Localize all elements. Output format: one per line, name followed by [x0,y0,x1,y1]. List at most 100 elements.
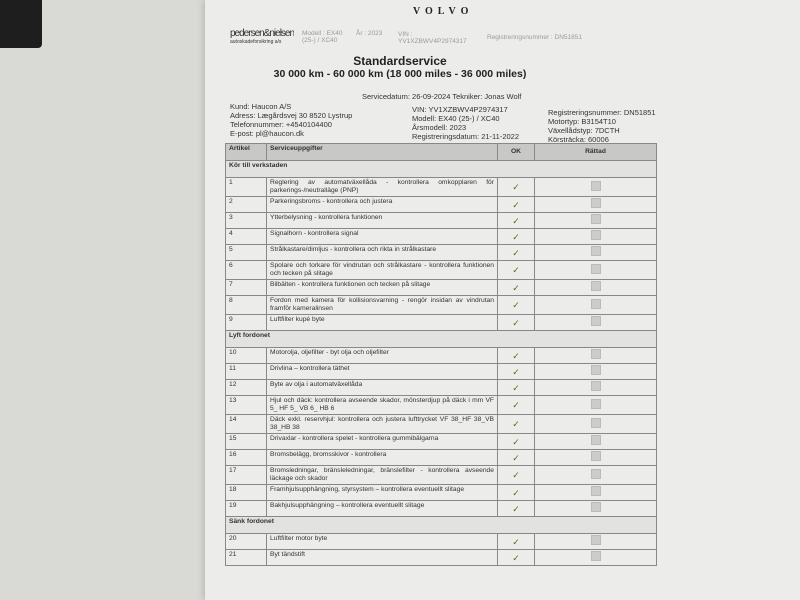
section-row: Sänk fordonet [225,516,657,534]
table-row: 15 Drivaxlar - kontrollera spelet - kont… [225,433,657,450]
item-number: 8 [225,295,267,315]
rattad-checkbox[interactable] [590,198,601,208]
rattad-checkbox[interactable] [590,381,601,391]
rattad-checkbox[interactable] [590,535,601,545]
item-number: 17 [225,465,267,485]
faint-vin: VIN : YV1XZBWV4P2974317 [398,31,467,45]
table-row: 1 Reglering av automatväxellåda - kontro… [225,177,657,197]
faint-year: År : 2023 [356,30,383,37]
item-number: 6 [225,260,267,280]
item-task: Parkeringsbroms - kontrollera och juster… [266,196,498,213]
item-task: Bromsbelägg, bromsskivor - kontrollera [266,449,498,466]
col-ok: OK [497,143,535,161]
ok-check-icon: ✓ [497,196,535,213]
rattad-checkbox[interactable] [590,417,601,428]
item-task: Luftfilter kupé byte [266,314,498,331]
table-row: 3 Ytterbelysning - kontrollera funktione… [225,212,657,229]
item-task: Bilbälten - kontrollera funktionen och t… [266,279,498,296]
item-number: 2 [225,196,267,213]
rattad-cell [534,279,657,296]
vehicle-info-2: Registreringsnummer: DN51851 Motortyp: B… [548,108,656,144]
table-row: 14 Däck exkl. reservhjul: kontrollera oc… [225,414,657,434]
item-number: 20 [225,533,267,550]
rattad-checkbox[interactable] [590,451,601,461]
customer-phone: Telefonnummer: +4540104400 [230,120,332,129]
item-task: Drivaxlar - kontrollera spelet - kontrol… [266,433,498,450]
item-number: 9 [225,314,267,331]
rattad-cell [534,449,657,466]
rattad-cell [534,295,657,315]
rattad-checkbox[interactable] [590,316,601,326]
rattad-cell [534,212,657,229]
item-number: 7 [225,279,267,296]
item-number: 14 [225,414,267,434]
table-row: 4 Signalhorn - kontrollera signal ✓ [225,228,657,245]
rattad-cell [534,414,657,434]
dealer-sub: autoskadeforsikring a/s [230,39,282,45]
ok-check-icon: ✓ [497,433,535,450]
vehicle-vin: VIN: YV1XZBWV4P2974317 [412,105,508,114]
rattad-checkbox[interactable] [590,214,601,224]
ok-check-icon: ✓ [497,549,535,566]
ok-check-icon: ✓ [497,295,535,315]
item-number: 5 [225,244,267,261]
ok-check-icon: ✓ [497,379,535,396]
rattad-checkbox[interactable] [590,281,601,291]
item-task: Hjul och däck: kontrollera avseende skad… [266,395,498,415]
col-artikel: Artikel [225,143,267,161]
table-row: 8 Fordon med kamera för kollisionsvarnin… [225,295,657,315]
item-number: 10 [225,347,267,364]
table-row: 21 Byt tändstift ✓ [225,549,657,566]
rattad-cell [534,347,657,364]
item-task: Signalhorn - kontrollera signal [266,228,498,245]
item-task: Ytterbelysning - kontrollera funktionen [266,212,498,229]
rattad-cell [534,533,657,550]
ok-check-icon: ✓ [497,279,535,296]
item-task: Bromsledningar, bränsleledningar, bränsl… [266,465,498,485]
table-row: 2 Parkeringsbroms - kontrollera och just… [225,196,657,213]
rattad-cell [534,500,657,517]
item-number: 19 [225,500,267,517]
ok-check-icon: ✓ [497,533,535,550]
ok-check-icon: ✓ [497,212,535,229]
rattad-checkbox[interactable] [590,263,601,274]
table-row: 10 Motorolja, oljefilter - byt olja och … [225,347,657,364]
customer-email: E-post: pl@haucon.dk [230,129,304,138]
item-task: Drivlina – kontrollera täthet [266,363,498,380]
dark-object [0,0,42,48]
rattad-checkbox[interactable] [590,349,601,359]
table-row: 12 Byte av olja i automatväxellåda ✓ [225,379,657,396]
table-row: 18 Framhjulsupphängning, styrsystem – ko… [225,484,657,501]
section-title: Sänk fordonet [225,516,657,534]
ok-check-icon: ✓ [497,314,535,331]
table-row: 7 Bilbälten - kontrollera funktionen och… [225,279,657,296]
col-rattad: Rättad [534,143,657,161]
rattad-cell [534,549,657,566]
rattad-checkbox[interactable] [590,246,601,256]
table-row: 5 Strålkastare/dimljus - kontrollera och… [225,244,657,261]
item-number: 15 [225,433,267,450]
rattad-checkbox[interactable] [590,180,601,191]
dealer-name: pedersen&nielsen [230,28,294,39]
rattad-checkbox[interactable] [590,502,601,512]
rattad-checkbox[interactable] [590,468,601,479]
section-row: Lyft fordonet [225,330,657,348]
table-row: 16 Bromsbelägg, bromsskivor - kontroller… [225,449,657,466]
rattad-checkbox[interactable] [590,435,601,445]
rattad-cell [534,395,657,415]
vehicle-regnr: Registreringsnummer: DN51851 [548,108,656,117]
page-subtitle: 30 000 km - 60 000 km (18 000 miles - 36… [273,68,527,80]
table-row: 19 Bakhjulsupphängning – kontrollera eve… [225,500,657,517]
rattad-checkbox[interactable] [590,365,601,375]
service-table: Artikel Serviceuppgifter OK Rättad Kör t… [225,143,657,566]
rattad-checkbox[interactable] [590,230,601,240]
rattad-cell [534,177,657,197]
table-row: 17 Bromsledningar, bränsleledningar, brä… [225,465,657,485]
rattad-checkbox[interactable] [590,398,601,409]
ok-check-icon: ✓ [497,395,535,415]
rattad-checkbox[interactable] [590,298,601,309]
rattad-checkbox[interactable] [590,551,601,561]
vehicle-gearbox: Växellådstyp: 7DCTH [548,126,620,135]
item-number: 1 [225,177,267,197]
rattad-checkbox[interactable] [590,486,601,496]
